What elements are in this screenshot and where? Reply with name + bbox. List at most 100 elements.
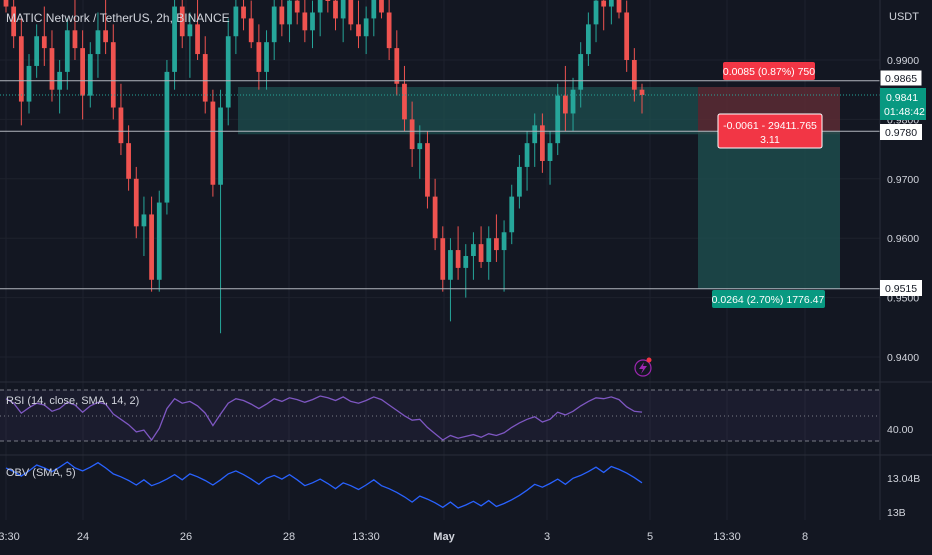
candle-body <box>486 238 492 262</box>
candle-body <box>379 0 384 13</box>
candle-body <box>348 0 354 25</box>
candle-body <box>455 250 461 268</box>
candle-body <box>72 30 78 49</box>
price-axis-label: 0.9900 <box>887 55 919 67</box>
obv-panel <box>5 461 643 509</box>
price-tag-entry-text: 0.9780 <box>885 127 917 139</box>
lightning-icon[interactable] <box>634 357 652 377</box>
time-axis-label: 24 <box>77 531 89 543</box>
candle-body <box>118 107 124 144</box>
obv-title: OBV (SMA, 5) <box>6 467 76 479</box>
candle-body <box>333 0 338 19</box>
candle-body <box>608 0 614 7</box>
candle-body <box>156 202 162 280</box>
candle-body <box>141 214 147 227</box>
time-axis-label: 13:30 <box>0 531 20 543</box>
candle-body <box>448 250 453 280</box>
time-axis-label: 28 <box>283 531 295 543</box>
candle-body <box>494 238 499 251</box>
candle-body <box>570 89 576 114</box>
obv-line <box>5 461 643 509</box>
candle-body <box>547 143 553 161</box>
candle-body <box>279 6 285 25</box>
currency-label: USDT <box>889 11 919 23</box>
candle-body <box>264 42 269 72</box>
candle-body <box>325 0 331 1</box>
candle-body <box>202 54 208 102</box>
rsi-title: RSI (14, close, SMA, 14, 2) <box>6 395 139 407</box>
symbol-title: MATIC Network / TetherUS, 2h, BINANCE <box>6 11 230 25</box>
candle-body <box>532 125 538 144</box>
obv-axis-label-1: 13.04B <box>887 473 920 485</box>
candle-body <box>601 0 607 7</box>
profit-zone <box>698 131 840 289</box>
candle-body <box>440 238 446 280</box>
candle-body <box>103 30 108 43</box>
candle-body <box>616 0 622 13</box>
rsi-axis-label: 40.00 <box>887 424 913 436</box>
time-axis-label: May <box>433 531 455 543</box>
rsi-panel <box>0 389 880 442</box>
candle-body <box>110 42 116 108</box>
time-axis-label: 5 <box>647 531 653 543</box>
candle-body <box>26 65 32 102</box>
candle-body <box>49 48 55 90</box>
candle-body <box>317 0 323 13</box>
candle-body <box>18 36 24 102</box>
price-tag-upper: 0.9865 <box>879 69 923 87</box>
candle-body <box>578 54 584 90</box>
price-tag-countdown-text: 01:48:42 <box>884 106 925 118</box>
candle-body <box>241 6 246 19</box>
candle-body <box>555 95 561 144</box>
candle-body <box>417 143 423 150</box>
candle-body <box>432 196 438 239</box>
price-tag-current: 0.9841 01:48:42 <box>880 88 926 120</box>
time-axis-label: 8 <box>802 531 808 543</box>
candle-body <box>179 6 185 37</box>
time-axis-label: 13:30 <box>352 531 380 543</box>
candle-body <box>41 36 47 49</box>
candle-body <box>294 0 300 13</box>
candle-body <box>471 244 476 257</box>
candles <box>3 0 645 334</box>
candle-body <box>302 12 308 31</box>
profit-band <box>238 87 698 135</box>
candle-body <box>509 196 515 233</box>
price-axis-label: 0.9700 <box>887 174 919 186</box>
candle-body <box>631 60 637 90</box>
pnl-label-line2: 3.11 <box>760 134 780 146</box>
candle-body <box>271 6 277 43</box>
candle-body <box>478 244 484 262</box>
candle-body <box>394 48 400 84</box>
candle-body <box>540 125 545 161</box>
candle-body <box>639 89 645 96</box>
candle-body <box>287 0 292 25</box>
stop-label: 0.0264 (2.70%) 1776.47 <box>712 294 825 306</box>
pnl-label-box: -0.0061 - 29411.765 3.11 <box>717 113 823 149</box>
time-axis-label: 13:30 <box>713 531 741 543</box>
price-tag-entry: 0.9780 <box>880 124 922 140</box>
candle-body <box>356 24 361 37</box>
candle-body <box>248 18 254 43</box>
price-axis-label: 0.9400 <box>887 352 919 364</box>
candle-body <box>126 143 131 179</box>
candle-body <box>501 232 507 251</box>
candle-body <box>562 95 568 114</box>
candle-body <box>187 24 193 37</box>
obv-axis-label-2: 13B <box>887 507 906 519</box>
candle-body <box>585 24 591 55</box>
target-label-box: 0.0085 (0.87%) 750 <box>723 62 815 80</box>
candle-body <box>172 6 177 72</box>
time-axis-label: 3 <box>544 531 550 543</box>
candle-body <box>593 0 599 25</box>
candle-body <box>64 30 70 72</box>
candle-body <box>34 36 40 66</box>
candle-body <box>218 107 223 185</box>
candle-body <box>425 143 430 197</box>
candle-body <box>80 48 86 96</box>
candle-body <box>371 0 377 19</box>
time-axis-label: 26 <box>180 531 192 543</box>
candle-body <box>95 30 101 55</box>
